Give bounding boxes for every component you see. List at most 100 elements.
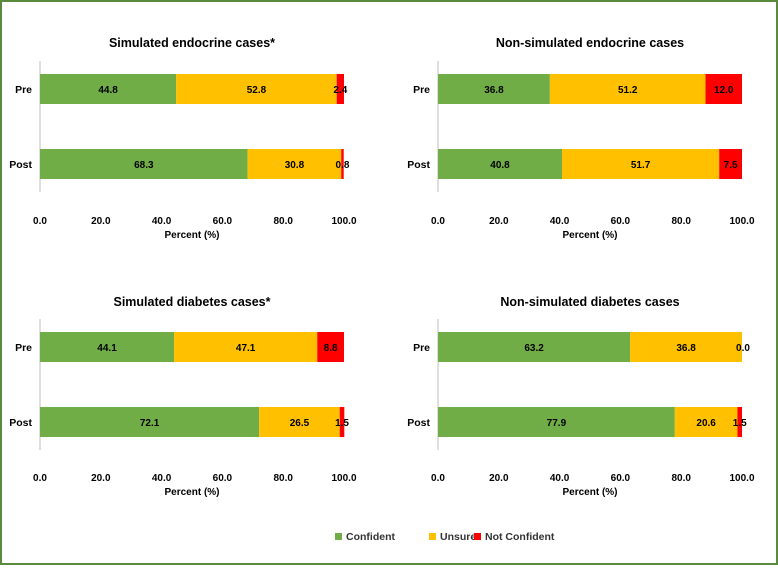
- bar-segment-unsure-post: [562, 149, 720, 179]
- data-label: 1.5: [733, 418, 747, 429]
- data-label: 44.1: [97, 343, 117, 354]
- bar-segment-confident-pre: [438, 74, 550, 104]
- x-tick-label: 20.0: [489, 216, 509, 227]
- chart-panel-4: Non-simulated diabetes cases Pre 63.2 36.8 0…: [407, 295, 755, 498]
- bar-segment-not-confident-pre: [705, 74, 742, 104]
- x-tick-label: 100.0: [729, 473, 754, 484]
- bar-segment-not-confident-post: [339, 407, 345, 437]
- x-axis-label: Percent (%): [562, 230, 617, 241]
- x-tick-label: 0.0: [431, 216, 445, 227]
- chart-title: Simulated endocrine cases*: [109, 36, 275, 50]
- legend-label-not-confident: Not Confident: [485, 531, 555, 543]
- bar-segment-unsure-post: [247, 149, 342, 179]
- x-axis-label: Percent (%): [164, 487, 219, 498]
- legend-swatch-unsure: [429, 533, 436, 540]
- category-label-pre: Pre: [15, 84, 32, 96]
- x-tick-label: 100.0: [331, 216, 356, 227]
- legend-swatch-confident: [335, 533, 342, 540]
- data-label: 8.8: [324, 343, 338, 354]
- x-tick-label: 0.0: [33, 473, 47, 484]
- x-tick-label: 80.0: [671, 473, 691, 484]
- data-label: 40.8: [490, 160, 510, 171]
- x-tick-label: 80.0: [671, 216, 691, 227]
- x-tick-label: 60.0: [611, 473, 631, 484]
- data-label: 0.0: [736, 343, 750, 354]
- bar-segment-unsure-pre: [174, 332, 318, 362]
- legend-label-unsure: Unsure: [440, 531, 476, 543]
- category-label-pre: Pre: [15, 342, 32, 354]
- bar-segment-not-confident-pre: [336, 74, 344, 104]
- x-tick-label: 20.0: [91, 216, 111, 227]
- x-tick-label: 40.0: [550, 473, 570, 484]
- chart-panel-2: Non-simulated endocrine cases Pre 36.8 51.2…: [407, 36, 755, 241]
- data-label: 0.8: [336, 160, 350, 171]
- x-tick-label: 20.0: [489, 473, 509, 484]
- bar-segment-confident-pre: [438, 332, 631, 362]
- data-label: 20.6: [696, 418, 716, 429]
- bar-segment-unsure-post: [674, 407, 738, 437]
- bar-segment-confident-pre: [40, 74, 177, 104]
- x-tick-label: 0.0: [33, 216, 47, 227]
- bar-segment-unsure-pre: [176, 74, 337, 104]
- data-label: 44.8: [98, 85, 118, 96]
- legend-swatch-not-confident: [474, 533, 481, 540]
- x-tick-label: 80.0: [273, 216, 293, 227]
- bar-segment-confident-post: [438, 149, 563, 179]
- bar-segment-unsure-post: [259, 407, 340, 437]
- x-tick-label: 0.0: [431, 473, 445, 484]
- bar-segment-unsure-pre: [630, 332, 742, 362]
- x-tick-label: 40.0: [550, 216, 570, 227]
- data-label: 30.8: [285, 160, 305, 171]
- data-label: 12.0: [714, 85, 734, 96]
- category-label-post: Post: [407, 417, 430, 429]
- category-label-post: Post: [9, 417, 32, 429]
- x-tick-label: 40.0: [152, 216, 172, 227]
- bar-segment-not-confident-post: [341, 149, 344, 179]
- data-label: 51.7: [631, 160, 651, 171]
- x-tick-label: 60.0: [213, 216, 233, 227]
- category-label-post: Post: [407, 159, 430, 171]
- chart-title: Non-simulated diabetes cases: [500, 295, 679, 309]
- data-label: 7.5: [724, 160, 738, 171]
- data-label: 2.4: [333, 85, 347, 96]
- data-label: 26.5: [290, 418, 310, 429]
- chart-title: Simulated diabetes cases*: [113, 295, 270, 309]
- x-tick-label: 60.0: [213, 473, 233, 484]
- legend-label-confident: Confident: [346, 531, 395, 543]
- x-tick-label: 60.0: [611, 216, 631, 227]
- data-label: 68.3: [134, 160, 154, 171]
- category-label-pre: Pre: [413, 342, 430, 354]
- x-axis-label: Percent (%): [164, 230, 219, 241]
- data-label: 47.1: [236, 343, 256, 354]
- data-label: 72.1: [140, 418, 160, 429]
- bar-segment-not-confident-pre: [317, 332, 344, 362]
- x-tick-label: 20.0: [91, 473, 111, 484]
- bar-segment-confident-post: [40, 149, 248, 179]
- bar-segment-not-confident-post: [737, 407, 742, 437]
- data-label: 52.8: [247, 85, 267, 96]
- category-label-pre: Pre: [413, 84, 430, 96]
- chart-panel-1: Simulated endocrine cases* Pre 44.8 52.8 2.4…: [9, 36, 357, 241]
- chart-title: Non-simulated endocrine cases: [496, 36, 684, 50]
- bar-segment-confident-post: [438, 407, 675, 437]
- bar-segment-confident-pre: [40, 332, 175, 362]
- chart-panel-3: Simulated diabetes cases* Pre 44.1 47.1 8.8 P…: [9, 295, 357, 498]
- x-axis-label: Percent (%): [562, 487, 617, 498]
- category-label-post: Post: [9, 159, 32, 171]
- data-label: 1.5: [335, 418, 349, 429]
- x-tick-label: 100.0: [729, 216, 754, 227]
- data-label: 77.9: [547, 418, 567, 429]
- legend: Confident Unsure Not Confident: [335, 531, 555, 543]
- data-label: 51.2: [618, 85, 638, 96]
- data-label: 36.8: [676, 343, 696, 354]
- bar-segment-unsure-pre: [549, 74, 706, 104]
- x-tick-label: 40.0: [152, 473, 172, 484]
- x-tick-label: 100.0: [331, 473, 356, 484]
- x-tick-label: 80.0: [273, 473, 293, 484]
- bar-segment-not-confident-post: [719, 149, 742, 179]
- data-label: 63.2: [524, 343, 544, 354]
- bar-segment-confident-post: [40, 407, 260, 437]
- data-label: 36.8: [484, 85, 504, 96]
